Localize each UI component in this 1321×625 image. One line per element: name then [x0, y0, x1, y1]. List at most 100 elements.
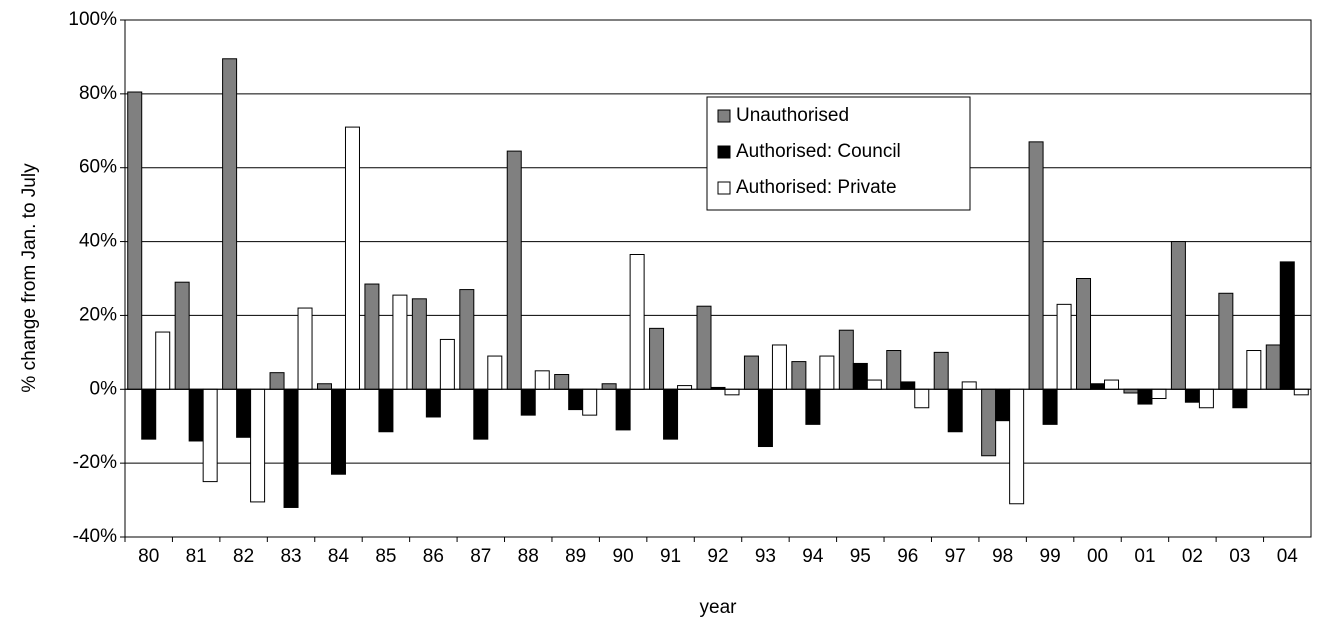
bar	[188, 388, 204, 442]
bar	[615, 388, 631, 431]
x-tick-label: 02	[1182, 546, 1203, 567]
bar	[1246, 350, 1262, 390]
bar	[364, 283, 380, 390]
legend-label: Authorised: Private	[736, 177, 897, 198]
bar	[947, 388, 963, 433]
bar	[1232, 388, 1248, 409]
bar	[886, 350, 902, 390]
bar	[1056, 303, 1072, 390]
y-tick-label: 100%	[68, 9, 117, 30]
bar	[791, 361, 807, 390]
x-tick-label: 93	[755, 546, 776, 567]
bar	[1279, 261, 1295, 390]
x-tick-label: 91	[660, 546, 681, 567]
bar	[582, 388, 598, 416]
bar	[392, 294, 408, 390]
y-tick-label: 20%	[79, 304, 117, 325]
bar	[269, 372, 285, 390]
bar	[155, 331, 171, 390]
bar	[1151, 388, 1167, 400]
bar	[900, 381, 916, 390]
y-tick-label: 80%	[79, 83, 117, 104]
bar	[554, 374, 570, 390]
y-axis-label: % change from Jan. to July	[19, 163, 40, 393]
bar	[1104, 379, 1120, 390]
bar	[378, 388, 394, 433]
bar	[141, 388, 157, 440]
bar	[743, 355, 759, 390]
x-tick-label: 97	[945, 546, 966, 567]
bar	[601, 383, 617, 390]
legend-label: Unauthorised	[736, 105, 849, 126]
bar	[663, 388, 679, 440]
bar	[819, 355, 835, 390]
x-tick-label: 88	[518, 546, 539, 567]
bar	[805, 388, 821, 425]
bar	[534, 370, 550, 390]
bar	[520, 388, 536, 416]
bar	[439, 338, 455, 390]
bar	[473, 388, 489, 440]
y-tick-label: 0%	[90, 378, 118, 399]
bar	[411, 298, 427, 390]
bar	[852, 362, 868, 390]
bar	[914, 388, 930, 409]
bar	[222, 58, 238, 390]
legend-swatch	[717, 181, 731, 195]
bar	[933, 351, 949, 390]
bar	[866, 379, 882, 390]
legend-swatch	[717, 109, 731, 123]
x-tick-label: 95	[850, 546, 871, 567]
x-tick-label: 92	[707, 546, 728, 567]
bar	[1170, 241, 1186, 390]
x-tick-label: 98	[992, 546, 1013, 567]
bar	[174, 281, 190, 390]
bar	[649, 327, 665, 390]
bar	[1028, 141, 1044, 390]
x-tick-label: 00	[1087, 546, 1108, 567]
bar	[344, 126, 360, 390]
bar	[506, 150, 522, 390]
x-tick-label: 96	[897, 546, 918, 567]
bar	[568, 388, 584, 411]
bar	[677, 385, 693, 390]
y-tick-label: 40%	[79, 231, 117, 252]
x-tick-label: 80	[138, 546, 159, 567]
x-tick-label: 94	[802, 546, 824, 567]
bar	[1076, 278, 1092, 390]
x-tick-label: 83	[280, 546, 301, 567]
x-tick-label: 01	[1134, 546, 1155, 567]
bar	[696, 305, 712, 390]
legend-swatch	[717, 145, 731, 159]
bar	[316, 383, 332, 390]
bar	[724, 388, 740, 396]
y-tick-label: -20%	[73, 452, 117, 473]
bar	[961, 381, 977, 390]
bar	[1009, 388, 1025, 505]
bar	[757, 388, 773, 448]
x-tick-label: 84	[328, 546, 350, 567]
bar	[1137, 388, 1153, 405]
x-tick-label: 85	[375, 546, 396, 567]
x-tick-label: 04	[1277, 546, 1299, 567]
bar	[1198, 388, 1214, 409]
bar	[330, 388, 346, 475]
bar	[1090, 383, 1106, 390]
x-tick-label: 81	[186, 546, 207, 567]
x-axis-label: year	[700, 597, 738, 618]
bar	[127, 91, 143, 390]
bar	[283, 388, 299, 508]
x-tick-label: 82	[233, 546, 254, 567]
bar	[1042, 388, 1058, 425]
x-tick-label: 03	[1229, 546, 1250, 567]
bar	[771, 344, 787, 390]
bar	[1184, 388, 1200, 403]
bar	[1265, 344, 1281, 390]
bar	[1123, 388, 1139, 394]
y-tick-label: 60%	[79, 157, 117, 178]
y-tick-label: -40%	[73, 526, 117, 547]
bar	[1293, 388, 1309, 396]
bar	[250, 388, 266, 503]
bar	[487, 355, 503, 390]
